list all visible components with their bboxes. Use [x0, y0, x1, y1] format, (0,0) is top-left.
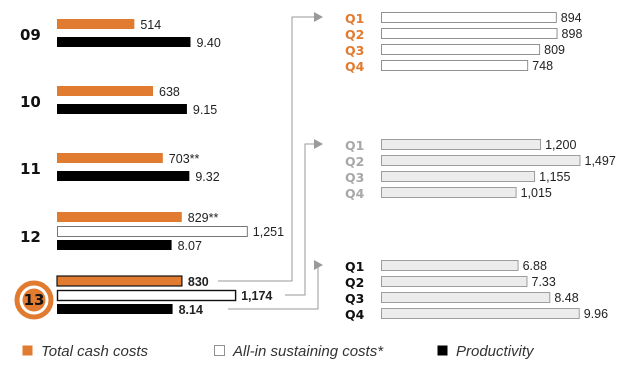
- quarter-value-label: 1,155: [539, 170, 570, 184]
- quarter-label: Q1: [345, 259, 364, 274]
- quarter-bar: [381, 139, 542, 150]
- connector-line: [285, 143, 316, 296]
- quarter-value-label: 809: [544, 43, 565, 57]
- bar-all-in-sustaining-cost: [56, 289, 237, 302]
- connector-arrow: [314, 260, 323, 270]
- year-label: 10: [20, 93, 41, 111]
- quarter-label: Q1: [345, 138, 364, 153]
- quarter-bar: [381, 187, 517, 198]
- quarter-label: Q2: [345, 27, 364, 42]
- value-label-total-cash-cost: 830: [188, 275, 209, 289]
- quarter-value-label: 7.33: [532, 275, 556, 289]
- quarter-label: Q3: [345, 43, 364, 58]
- legend-swatch: [22, 345, 33, 356]
- quarter-bar: [381, 292, 551, 303]
- legend-swatch: [437, 345, 448, 356]
- value-label-productivity: 9.32: [195, 170, 219, 184]
- quarter-bar: [381, 155, 581, 166]
- value-label-productivity: 9.15: [193, 103, 217, 117]
- quarter-bar: [381, 44, 541, 55]
- quarter-value-label: 894: [561, 11, 582, 25]
- highlight-disc: [22, 288, 46, 312]
- quarter-value-label: 748: [532, 59, 553, 73]
- bar-total-cash-cost: [57, 19, 135, 29]
- quarter-bar: [381, 28, 558, 39]
- year-label: 13: [24, 291, 45, 309]
- bar-productivity: [57, 304, 173, 314]
- quarter-value-label: 8.48: [554, 291, 578, 305]
- value-label-total-cash-cost: 514: [140, 18, 161, 32]
- quarter-bar: [381, 12, 557, 23]
- quarter-label: Q2: [345, 154, 364, 169]
- legend-label: All-in sustaining costs*: [232, 343, 384, 360]
- bar-total-cash-cost: [57, 212, 182, 222]
- quarter-label: Q2: [345, 275, 364, 290]
- bar-all-in-sustaining-cost: [57, 226, 248, 237]
- bar-productivity: [57, 104, 187, 114]
- quarter-bar: [381, 260, 519, 271]
- quarter-label: Q4: [345, 186, 365, 201]
- value-label-total-cash-cost: 703**: [169, 152, 200, 166]
- bar-total-cash-cost: [57, 86, 154, 96]
- bar-productivity: [57, 171, 190, 181]
- quarter-value-label: 1,015: [521, 186, 552, 200]
- quarter-value-label: 898: [562, 27, 583, 41]
- quarter-label: Q3: [345, 291, 364, 306]
- quarter-value-label: 6.88: [523, 259, 547, 273]
- quarter-value-label: 1,200: [545, 138, 576, 152]
- connector-line: [218, 16, 316, 282]
- value-label-productivity: 8.14: [179, 303, 203, 317]
- bar-productivity: [57, 240, 172, 250]
- quarter-label: Q4: [345, 59, 365, 74]
- value-label-productivity: 9.40: [196, 36, 220, 50]
- value-label-all-in-sustaining-cost: 1,251: [253, 225, 284, 239]
- year-label: 11: [20, 160, 41, 178]
- bar-total-cash-cost: [57, 153, 163, 163]
- legend-swatch: [214, 345, 225, 356]
- value-label-productivity: 8.07: [178, 239, 202, 253]
- quarter-bar: [381, 171, 536, 182]
- quarter-bar: [381, 276, 528, 287]
- legend-label: Productivity: [456, 343, 535, 360]
- connector-arrow: [314, 139, 323, 149]
- bar-total-cash-cost: [56, 275, 183, 287]
- value-label-total-cash-cost: 829**: [188, 211, 219, 225]
- quarter-label: Q1: [345, 11, 364, 26]
- quarter-bar: [381, 60, 529, 71]
- quarter-value-label: 1,497: [585, 154, 616, 168]
- quarter-label: Q3: [345, 170, 364, 185]
- quarter-label: Q4: [345, 307, 365, 322]
- value-label-total-cash-cost: 638: [159, 85, 180, 99]
- year-label: 09: [20, 26, 41, 44]
- quarter-value-label: 9.96: [584, 307, 608, 321]
- year-label: 12: [20, 228, 41, 246]
- value-label-all-in-sustaining-cost: 1,174: [241, 289, 272, 303]
- quarter-bar: [381, 308, 580, 319]
- bar-productivity: [57, 37, 191, 47]
- legend-label: Total cash costs: [41, 343, 148, 360]
- connector-arrow: [314, 12, 323, 22]
